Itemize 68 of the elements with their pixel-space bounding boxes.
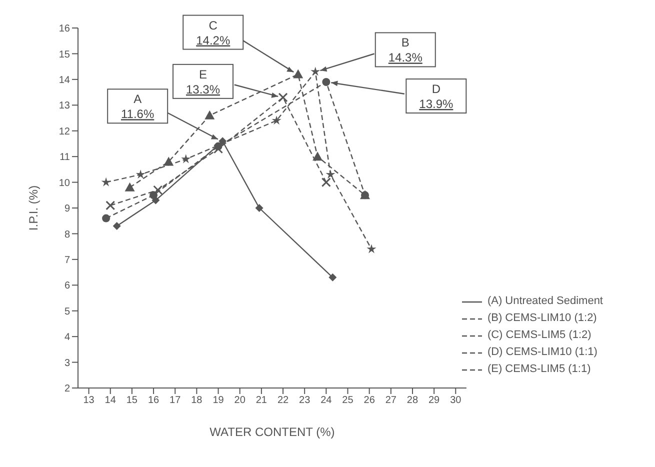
legend-label: (C) CEMS-LIM5 (1:2): [487, 328, 592, 343]
y-tick-label: 11: [60, 152, 70, 164]
y-tick-label: 9: [64, 204, 70, 215]
point: [136, 170, 146, 179]
legend-label: (A) Untreated Sediment: [487, 294, 603, 309]
point: [310, 66, 320, 76]
x-tick-label: 25: [342, 395, 354, 406]
point: [328, 273, 337, 282]
x-tick-label: 18: [191, 395, 203, 406]
x-tick-label: 24: [320, 395, 332, 406]
y-tick-label: 13: [58, 100, 70, 112]
y-tick-label: 5: [64, 306, 70, 318]
legend-label: (E) CEMS-LIM5 (1:1): [487, 362, 591, 377]
y-tick-label: 7: [64, 254, 70, 266]
legend-label: (B) CEMS-LIM10 (1:2): [487, 311, 597, 326]
annotation: B 14.3%: [388, 36, 423, 65]
point: [112, 222, 121, 230]
point: [106, 200, 116, 210]
y-tick-label: 12: [58, 126, 70, 138]
y-tick-label: 3: [64, 358, 70, 369]
x-tick-label: 13: [83, 395, 95, 406]
point: [214, 144, 224, 154]
x-axis-title: WATER CONTENT (%): [210, 425, 335, 439]
x-tick-label: 17: [170, 395, 182, 406]
x-tick-label: 19: [212, 395, 224, 406]
y-tick-label: 6: [64, 280, 70, 292]
x-tick-label: 22: [277, 395, 290, 406]
point: [164, 156, 174, 166]
x-tick-label: 23: [299, 395, 311, 406]
x-tick-label: 20: [234, 395, 246, 406]
y-tick-label: 16: [58, 24, 70, 35]
annotation: C 14.2%: [196, 18, 230, 48]
point: [204, 110, 215, 120]
y-tick-label: 8: [64, 229, 70, 240]
legend-label: (D) CEMS-LIM10 (1:1): [487, 345, 598, 360]
point: [181, 154, 191, 164]
point: [326, 170, 336, 179]
x-tick-label: 21: [256, 395, 268, 406]
point: [102, 214, 110, 222]
y-tick-label: 15: [58, 49, 70, 60]
x-tick-label: 14: [104, 395, 116, 406]
point: [124, 182, 135, 192]
x-tick-label: 30: [450, 395, 462, 406]
point: [366, 244, 376, 254]
y-axis-title: I.P.I. (%): [26, 185, 40, 231]
point: [153, 185, 163, 195]
x-tick-label: 27: [385, 395, 397, 406]
x-tick-label: 29: [428, 395, 440, 406]
annotation: E 13.3%: [186, 67, 220, 96]
y-tick-label: 4: [64, 332, 70, 344]
point: [101, 177, 111, 186]
annotation: D 13.9%: [419, 82, 454, 111]
x-tick-label: 26: [364, 395, 376, 406]
y-tick-label: 10: [58, 178, 70, 189]
annotation: A 11.6%: [121, 92, 154, 122]
point: [255, 204, 264, 212]
point: [321, 178, 331, 188]
x-tick-label: 28: [406, 395, 418, 406]
point: [272, 116, 282, 125]
y-tick-label: 14: [58, 74, 70, 86]
point: [312, 152, 323, 161]
x-tick-label: 15: [126, 395, 138, 406]
point: [322, 78, 330, 86]
y-tick-label: 2: [64, 384, 70, 395]
x-tick-label: 16: [148, 395, 160, 406]
point: [293, 69, 304, 78]
point: [218, 137, 227, 146]
point: [150, 191, 158, 200]
